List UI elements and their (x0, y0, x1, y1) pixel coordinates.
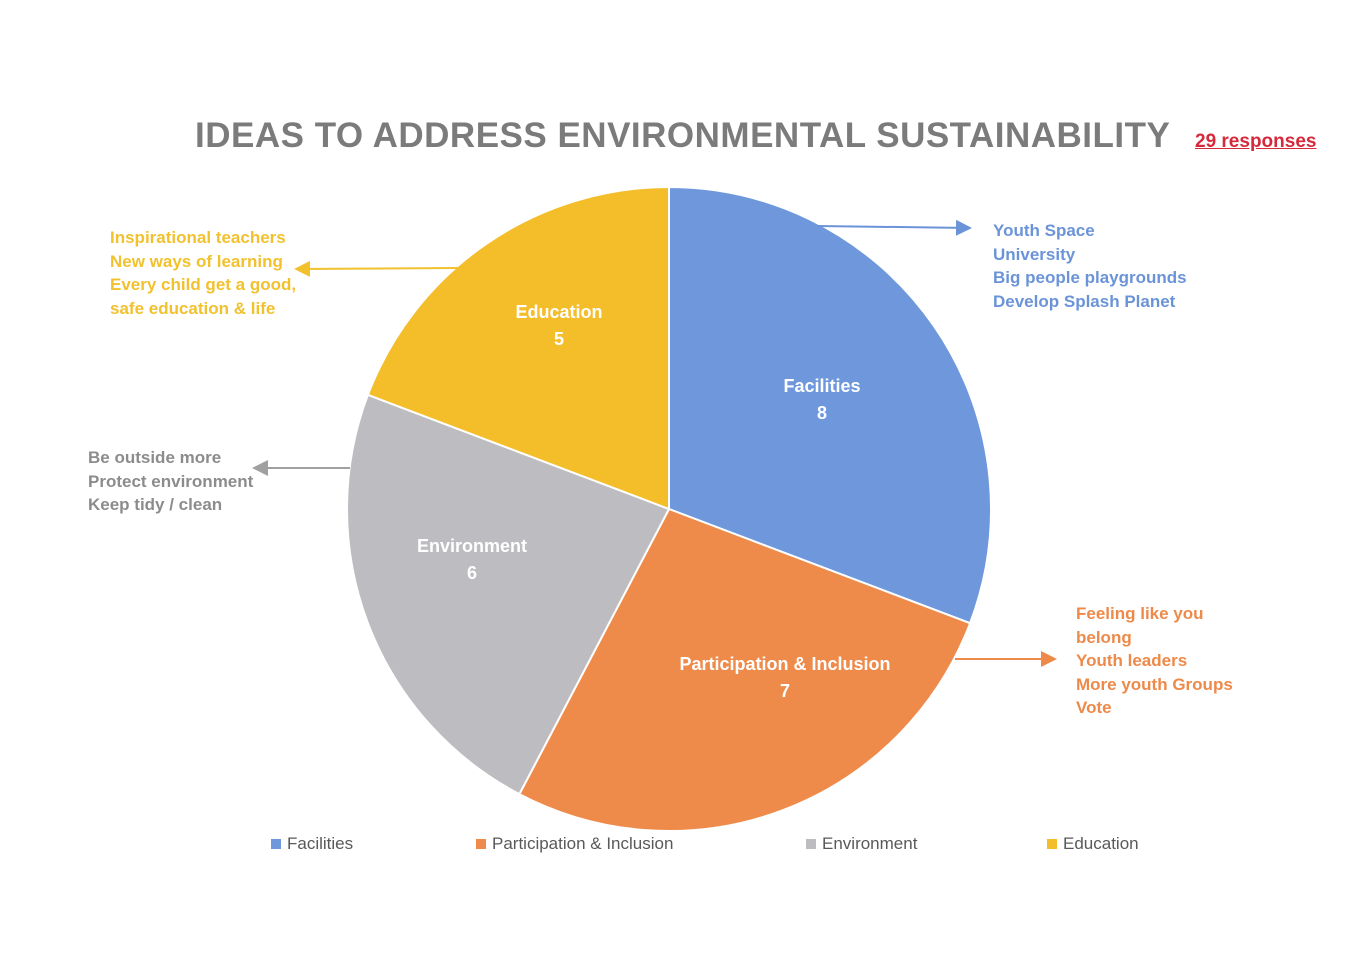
environment-ideas-list: Be outside more Protect environment Keep… (88, 446, 253, 517)
slice-category-label: Participation & Inclusion (679, 654, 890, 674)
education-ideas-list: Inspirational teachers New ways of learn… (110, 226, 296, 320)
participation-idea: Vote (1076, 698, 1112, 717)
legend-swatch (271, 839, 281, 849)
pie-slice-facilities (668, 185, 992, 625)
education-idea: Every child get a good, (110, 275, 297, 294)
education-connector-arrow (294, 260, 459, 277)
slice-category-label: Facilities (783, 376, 860, 396)
facilities-idea: University (993, 244, 1076, 264)
legend-label: Participation & Inclusion (492, 834, 674, 853)
legend-label: Environment (822, 834, 918, 853)
slice-value-label: 5 (554, 329, 564, 349)
pie-slice-education (366, 185, 670, 511)
participation-ideas-list: Feeling like you belong Youth leaders Mo… (1076, 602, 1233, 720)
slice-value-label: 6 (467, 563, 477, 583)
facilities-idea: Youth Space (993, 221, 1095, 240)
legend-label: Facilities (287, 834, 354, 853)
facilities-idea: Big people playgrounds (993, 268, 1187, 287)
legend-swatch (1047, 839, 1057, 849)
pie-slice-participation-inclusion (518, 507, 972, 832)
legend-item-facilities: Facilities (271, 834, 353, 854)
slice-category-label: Education (515, 302, 602, 322)
legend-label: Education (1063, 834, 1139, 853)
education-idea: safe education & life (110, 298, 276, 318)
environment-idea: Be outside more (88, 448, 222, 467)
participation-idea: Youth leaders (1076, 651, 1188, 670)
chart-title: IDEAS TO ADDRESS ENVIRONMENTAL SUSTAINAB… (195, 116, 1171, 155)
legend-item-environment: Environment (806, 834, 917, 854)
environment-idea: Protect environment (88, 471, 254, 491)
participation-idea: belong (1076, 627, 1132, 647)
participation-idea: Feeling like you (1076, 604, 1204, 623)
responses-count-link[interactable]: 29 responses (1195, 131, 1317, 152)
facilities-connector-arrow (817, 219, 972, 236)
legend-item-education: Education (1047, 834, 1139, 854)
slice-value-label: 7 (780, 681, 790, 701)
pie-slice-environment (346, 393, 671, 796)
facilities-idea: Develop Splash Planet (993, 291, 1176, 311)
legend-swatch (476, 839, 486, 849)
legend-swatch (806, 839, 816, 849)
education-idea: New ways of learning (110, 251, 283, 271)
slice-category-label: Environment (417, 536, 527, 556)
facilities-ideas-list: Youth Space University Big people playgr… (993, 219, 1187, 313)
participation-idea: More youth Groups (1076, 674, 1233, 694)
legend-item-participation: Participation & Inclusion (476, 834, 673, 854)
environment-idea: Keep tidy / clean (88, 495, 223, 514)
slice-value-label: 8 (817, 403, 827, 423)
education-idea: Inspirational teachers (110, 228, 286, 247)
